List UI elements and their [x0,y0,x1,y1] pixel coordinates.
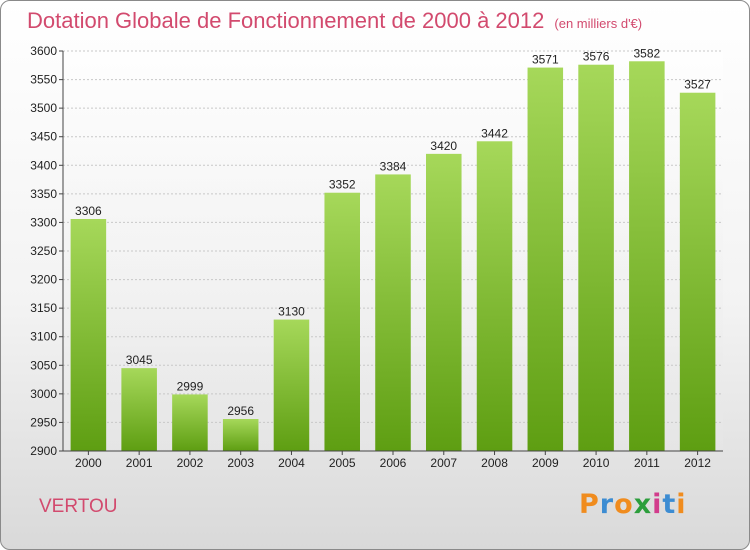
bars: 3306 3045 2999 2956 3130 3352 3384 3420 3442 3571… [70,46,716,452]
chart-title: Dotation Globale de Fonctionnement de 20… [27,8,642,34]
bar-2011 [629,61,665,452]
bar-2008 [476,141,513,452]
y-tick-label: 3450 [30,130,57,144]
y-tick-label: 3300 [30,215,57,229]
title-text: Dotation Globale de Fonctionnement de 20… [27,8,545,33]
bar-2009 [527,67,564,452]
bar-2003 [222,419,259,451]
x-tick-label-2004: 2004 [278,456,305,470]
logo-letter: i [652,489,663,520]
y-tick-label: 3000 [30,387,57,401]
bar-2002 [172,394,208,451]
x-tick-label-2003: 2003 [227,456,254,470]
data-label-2011: 3582 [633,46,660,60]
x-tick-label-2000: 2000 [75,456,102,470]
data-label-2001: 3045 [126,353,153,367]
bar-2007 [426,153,462,451]
x-tick-label-2002: 2002 [177,456,204,470]
y-tick-label: 3350 [30,187,57,201]
city-name: VERTOU [39,496,118,517]
x-tick-label-2012: 2012 [684,456,711,470]
x-tick-label-2008: 2008 [481,456,508,470]
x-tick-label-2005: 2005 [329,456,356,470]
bar-2012 [679,92,716,451]
data-label-2009: 3571 [532,53,559,67]
logo-letter: o [614,489,634,520]
y-tick-label: 3050 [30,358,57,372]
data-label-2000: 3306 [75,204,102,218]
data-label-2012: 3527 [684,78,711,92]
x-tick-label-2006: 2006 [380,456,407,470]
bar-2010 [578,64,614,451]
bar-2004 [273,319,310,451]
bar-2000 [70,219,107,451]
y-tick-label: 3550 [30,73,57,87]
data-label-2005: 3352 [329,178,356,192]
data-label-2008: 3442 [481,126,508,140]
logo-letter: t [662,489,677,520]
y-tick-label: 3250 [30,244,57,258]
logo-letter: i [676,489,687,520]
bar-2001 [121,368,157,451]
data-label-2007: 3420 [430,139,457,153]
x-tick-label-2001: 2001 [126,456,153,470]
title-unit: (en milliers d'€) [554,16,643,31]
bar-2005 [324,192,360,451]
y-axis: 2900 2950 3000 3050 3100 3150 3200 3250 3300 3350… [30,44,64,458]
x-tick-label-2010: 2010 [583,456,610,470]
y-tick-label: 2950 [30,415,57,429]
y-tick-label: 3400 [30,158,57,172]
x-axis: 2000 2001 2002 2003 2004 2005 2006 2007 2008 2009… [63,450,723,470]
y-tick-label: 2900 [30,444,57,458]
data-label-2010: 3576 [583,50,610,64]
logo-letter: P [579,489,600,520]
logo-letter: x [633,489,653,520]
proxiti-logo: Proxiti [579,489,687,520]
y-tick-label: 3150 [30,301,57,315]
y-tick-label: 3200 [30,273,57,287]
x-tick-label-2009: 2009 [532,456,559,470]
x-tick-label-2007: 2007 [430,456,457,470]
y-tick-label: 3500 [30,101,57,115]
data-label-2006: 3384 [380,159,407,173]
y-tick-label: 3600 [30,44,57,58]
data-label-2004: 3130 [278,305,305,319]
logo-letter: r [599,489,615,520]
data-label-2003: 2956 [227,404,254,418]
y-tick-label: 3100 [30,330,57,344]
bar-2006 [375,174,411,451]
x-tick-label-2011: 2011 [634,456,660,470]
data-label-2002: 2999 [177,379,204,393]
